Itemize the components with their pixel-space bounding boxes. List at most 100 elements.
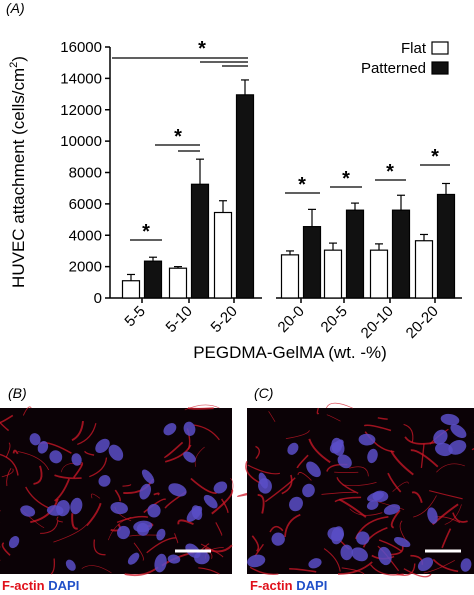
actin-fiber (378, 539, 402, 552)
significance-star: * (431, 146, 439, 168)
y-title-sup: 2 (8, 62, 20, 68)
cell-nucleus (186, 506, 203, 522)
actin-fiber (251, 535, 260, 552)
actin-fiber (392, 481, 409, 492)
actin-fiber (194, 446, 205, 467)
actin-fiber (390, 509, 401, 529)
cell-nucleus (70, 497, 83, 515)
cell-nucleus (367, 491, 384, 502)
y-title-main: HUVEC attachment (cells/cm (9, 68, 28, 288)
actin-fiber (269, 525, 284, 533)
actin-fiber (53, 524, 87, 543)
actin-fiber (6, 467, 12, 487)
stain-label: DAPI (296, 578, 327, 593)
bar (391, 209, 411, 299)
cell-nucleus (203, 494, 218, 509)
actin-fiber (363, 424, 392, 432)
actin-fiber (403, 568, 432, 578)
actin-fiber (164, 444, 192, 463)
bar (414, 240, 434, 299)
cell-nucleus (167, 554, 181, 564)
actin-fiber (71, 421, 84, 442)
cell-nucleus (194, 551, 210, 565)
actin-fiber (341, 567, 365, 575)
bar (345, 209, 365, 299)
x-tick-label: 20-5 (318, 303, 351, 336)
actin-fiber (323, 548, 341, 572)
actin-fiber (441, 528, 452, 549)
actin-fiber (143, 498, 167, 514)
cell-nucleus (141, 469, 155, 484)
cell-nucleus (440, 413, 460, 426)
actin-fiber (249, 566, 279, 575)
cell-nucleus (460, 558, 472, 572)
cell-nucleus (289, 496, 303, 512)
cell-nucleus (8, 536, 20, 549)
x-tick-label: 5-10 (163, 303, 196, 336)
actin-fiber (108, 516, 132, 541)
cell-nucleus (358, 433, 376, 446)
cell-nucleus (147, 503, 161, 518)
y-tick-label: 6000 (69, 196, 102, 213)
actin-fiber (153, 492, 160, 496)
legend-swatch (431, 61, 449, 75)
bar (323, 249, 343, 299)
y-tick-label: 12000 (60, 102, 102, 119)
actin-fiber (146, 537, 177, 554)
actin-fiber (336, 477, 359, 494)
significance-star: * (342, 168, 350, 190)
cell-nucleus (71, 453, 82, 466)
cell-nucleus (183, 451, 196, 463)
significance-star: * (386, 161, 394, 183)
y-tick-label: 14000 (60, 70, 102, 87)
actin-fiber (230, 477, 234, 492)
actin-fiber (71, 513, 79, 530)
actin-fiber (193, 424, 220, 441)
actin-fiber (22, 406, 32, 416)
actin-fiber (114, 489, 121, 502)
actin-fiber (432, 558, 459, 573)
actin-fiber (411, 491, 423, 503)
actin-fiber (54, 474, 82, 480)
cell-nucleus (302, 483, 315, 498)
y-tick-label: 16000 (60, 39, 102, 56)
x-tick-label: 5-20 (208, 303, 241, 336)
actin-fiber (390, 450, 414, 476)
bar (168, 267, 188, 299)
actin-fiber (326, 414, 341, 422)
cell-nucleus (154, 553, 167, 573)
cell-nucleus (168, 483, 187, 497)
x-axis-title: PEGDMA-GelMA (wt. -%) (193, 343, 387, 362)
actin-fiber (204, 544, 233, 553)
actin-fiber (413, 495, 437, 518)
x-tick-label: 20-0 (275, 303, 308, 336)
actin-fiber (220, 498, 229, 514)
panel-label: (A) (6, 0, 25, 16)
actin-fiber (40, 520, 59, 534)
actin-fiber (187, 407, 214, 410)
x-tick-label: 20-10 (358, 303, 397, 342)
panel-letter: C (259, 385, 270, 401)
cell-nucleus (49, 450, 63, 464)
actin-fiber (0, 453, 19, 476)
legend-swatch (431, 41, 449, 55)
panel-letter: A (10, 0, 20, 16)
actin-fiber (1, 542, 11, 556)
actin-fiber (369, 564, 404, 576)
cell-nucleus (417, 557, 434, 572)
cell-nucleus (20, 505, 36, 517)
cell-nucleus (337, 454, 352, 469)
actin-fiber (410, 449, 439, 468)
actin-fiber (81, 565, 112, 574)
y-tick-label: 8000 (69, 165, 102, 182)
cell-nucleus (163, 423, 177, 436)
actin-fiber (190, 477, 217, 495)
y-tick-label: 2000 (69, 259, 102, 276)
cell-nucleus (156, 528, 166, 541)
actin-fiber (54, 478, 70, 502)
significance-star: * (174, 126, 182, 148)
actin-fiber (349, 508, 383, 516)
actin-fiber (296, 454, 309, 469)
cell-nucleus (108, 444, 124, 461)
actin-fiber (89, 457, 108, 478)
